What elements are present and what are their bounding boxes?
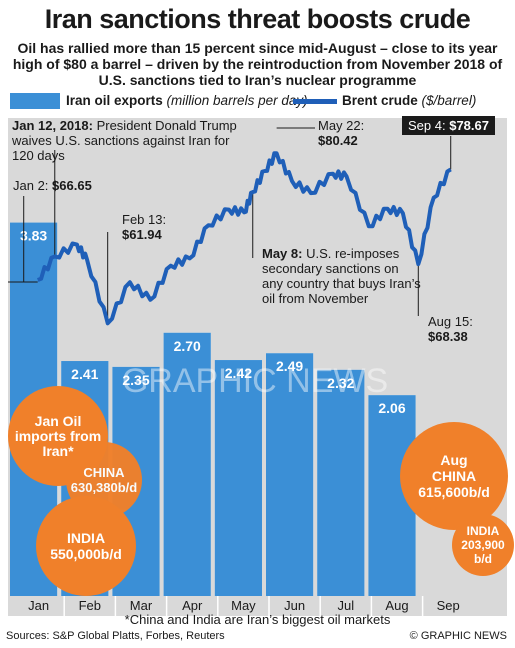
annotation-jan2-label: Jan 2: bbox=[13, 178, 49, 193]
annotation-jan12: Jan 12, 2018: President Donald Trump wai… bbox=[12, 118, 252, 163]
x-axis: Jan Feb Mar Apr May Jun Jul Aug Sep bbox=[8, 596, 507, 616]
legend-bars-entry: Iran oil exports (million barrels per da… bbox=[66, 93, 308, 108]
bar-jun bbox=[266, 353, 314, 596]
annotation-jan2-value: $66.65 bbox=[52, 178, 92, 193]
bubble-jan-india-value: 550,000b/d bbox=[50, 546, 122, 562]
annotation-feb13-value: $61.94 bbox=[122, 227, 162, 242]
annotation-sep4: Sep 4: $78.67 bbox=[402, 116, 495, 135]
bubble-jan-india: INDIA 550,000b/d bbox=[36, 496, 136, 596]
bar-may bbox=[214, 360, 262, 596]
bubble-aug-india: INDIA 203,900 b/d bbox=[452, 514, 514, 576]
legend-bars-unit: (million barrels per day) bbox=[166, 93, 308, 108]
annotation-jan12-date: Jan 12, 2018: bbox=[12, 118, 93, 133]
bar-label-jul: 2.32 bbox=[327, 375, 354, 391]
legend-line-entry: Brent crude ($/barrel) bbox=[342, 93, 476, 108]
annotation-may8-date: May 8: bbox=[262, 246, 303, 261]
bar-label-apr: 2.70 bbox=[174, 338, 201, 354]
annotation-sep4-label: Sep 4: bbox=[408, 118, 446, 133]
annotation-may22-value: $80.42 bbox=[318, 133, 358, 148]
x-tick-aug: Aug bbox=[385, 598, 408, 613]
bubble-jan-china-value: 630,380b/d bbox=[70, 480, 138, 495]
annotation-sep4-value: $78.67 bbox=[449, 118, 489, 133]
chart-title: Iran sanctions threat boosts crude bbox=[44, 4, 471, 34]
bar-label-jan: 3.83 bbox=[20, 228, 47, 244]
x-tick-feb: Feb bbox=[79, 598, 101, 613]
footnote: *China and India are Iran’s biggest oil … bbox=[124, 612, 391, 627]
x-tick-apr: Apr bbox=[182, 598, 203, 613]
credit: © GRAPHIC NEWS bbox=[409, 630, 507, 642]
bubble-aug-china-value: 615,600b/d bbox=[418, 484, 490, 500]
annotation-may22: May 22: $80.42 bbox=[318, 118, 364, 148]
annotation-jan12-text: President Donald Trump waives U.S. sanct… bbox=[12, 118, 237, 163]
bubble-aug-china: Aug CHINA 615,600b/d bbox=[400, 422, 508, 530]
annotation-aug15-label: Aug 15: bbox=[428, 314, 473, 329]
brent-line bbox=[37, 151, 452, 326]
bubble-jan-china-label: CHINA bbox=[83, 465, 125, 480]
legend-bars-label: Iran oil exports bbox=[66, 93, 163, 108]
legend-line-label: Brent crude bbox=[342, 93, 418, 108]
x-tick-mar: Mar bbox=[130, 598, 153, 613]
bubble-aug-india-label: INDIA bbox=[466, 524, 500, 538]
bubble-aug-title: Aug bbox=[440, 452, 468, 468]
chart-subtitle: Oil has rallied more than 15 percent sin… bbox=[12, 40, 503, 88]
annotation-may22-label: May 22: bbox=[318, 118, 365, 133]
legend-line-swatch bbox=[293, 99, 337, 104]
x-tick-jul: Jul bbox=[337, 598, 354, 613]
annotation-feb13-label: Feb 13: bbox=[122, 212, 167, 227]
bar-label-aug: 2.06 bbox=[378, 400, 405, 416]
annotation-leaders bbox=[8, 127, 452, 324]
legend-bar-swatch bbox=[10, 93, 60, 109]
x-tick-jun: Jun bbox=[284, 598, 305, 613]
annotation-may8: May 8: U.S. re-imposes secondary sanctio… bbox=[262, 246, 422, 306]
bar-label-feb: 2.41 bbox=[71, 366, 98, 382]
x-tick-may: May bbox=[231, 598, 256, 613]
bars-group bbox=[10, 222, 416, 596]
bar-apr bbox=[163, 332, 211, 596]
bar-labels-group: 3.83 2.41 2.35 2.70 2.42 2.49 2.32 2.06 bbox=[20, 228, 406, 417]
watermark: GRAPHIC NEWS bbox=[122, 362, 388, 400]
bubble-aug-china-label: CHINA bbox=[431, 468, 477, 484]
legend: Iran oil exports (million barrels per da… bbox=[6, 90, 509, 112]
bar-label-mar: 2.35 bbox=[122, 372, 149, 388]
annotation-aug15: Aug 15: $68.38 bbox=[428, 314, 473, 344]
x-tick-jan: Jan bbox=[28, 598, 49, 613]
bubble-jan-india-label: INDIA bbox=[66, 530, 106, 546]
bubble-jan-title-text: Jan Oil imports from Iran* bbox=[14, 412, 102, 459]
annotation-may8-text: U.S. re-imposes secondary sanctions on a… bbox=[262, 246, 421, 306]
annotation-aug15-value: $68.38 bbox=[428, 329, 468, 344]
bubble-aug-india-value: 203,900 b/d bbox=[461, 538, 505, 566]
legend-line-unit: ($/barrel) bbox=[421, 93, 477, 108]
bar-jul bbox=[317, 369, 365, 596]
x-axis-band bbox=[8, 596, 507, 616]
annotation-jan2: Jan 2: $66.65 bbox=[13, 178, 92, 193]
sources: Sources: S&P Global Platts, Forbes, Reut… bbox=[6, 630, 225, 642]
bar-label-may: 2.42 bbox=[225, 365, 252, 381]
x-tick-sep: Sep bbox=[437, 598, 460, 613]
bar-label-jun: 2.49 bbox=[276, 358, 303, 374]
annotation-feb13: Feb 13: $61.94 bbox=[122, 212, 166, 242]
